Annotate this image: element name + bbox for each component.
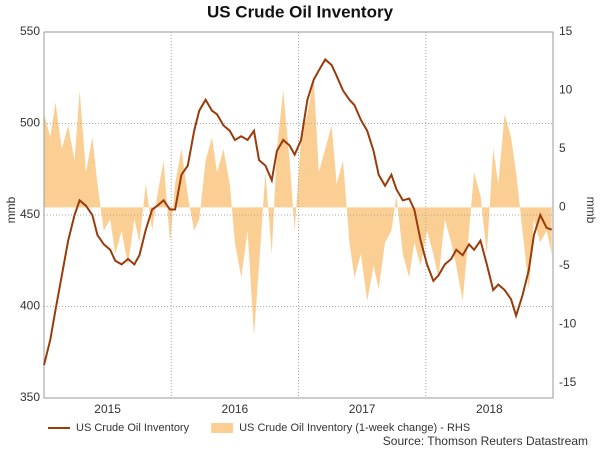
- y2-tick-label: 15: [559, 24, 573, 38]
- y2-tick-label: -15: [559, 375, 577, 389]
- x-tick-label: 2015: [94, 402, 121, 416]
- y2-tick-label: -10: [559, 317, 577, 331]
- x-tick-label: 2016: [222, 402, 249, 416]
- y2-axis-label: mmb: [584, 197, 598, 224]
- y-tick-label: 350: [20, 390, 40, 404]
- y-tick-label: 400: [20, 299, 40, 313]
- legend-label: US Crude Oil Inventory: [76, 422, 190, 434]
- source-note: Source: Thomson Reuters Datastream: [383, 434, 588, 448]
- y-tick-label: 450: [20, 207, 40, 221]
- chart-title: US Crude Oil Inventory: [207, 2, 394, 21]
- y-axis-label: mmb: [4, 196, 18, 223]
- legend-label: US Crude Oil Inventory (1-week change) -…: [239, 422, 470, 434]
- y2-tick-label: 0: [559, 200, 566, 214]
- inventory-line: [43, 57, 553, 366]
- y-tick-label: 500: [20, 116, 40, 130]
- x-tick-label: 2017: [349, 402, 376, 416]
- legend-swatch: [211, 423, 234, 433]
- y2-tick-label: 10: [559, 83, 573, 97]
- plot-frame: [43, 31, 554, 399]
- x-tick-label: 2018: [476, 402, 503, 416]
- y-tick-label: 550: [20, 24, 40, 38]
- y2-tick-label: 5: [559, 141, 566, 155]
- y2-tick-label: -5: [559, 258, 570, 272]
- change-area: [44, 78, 552, 337]
